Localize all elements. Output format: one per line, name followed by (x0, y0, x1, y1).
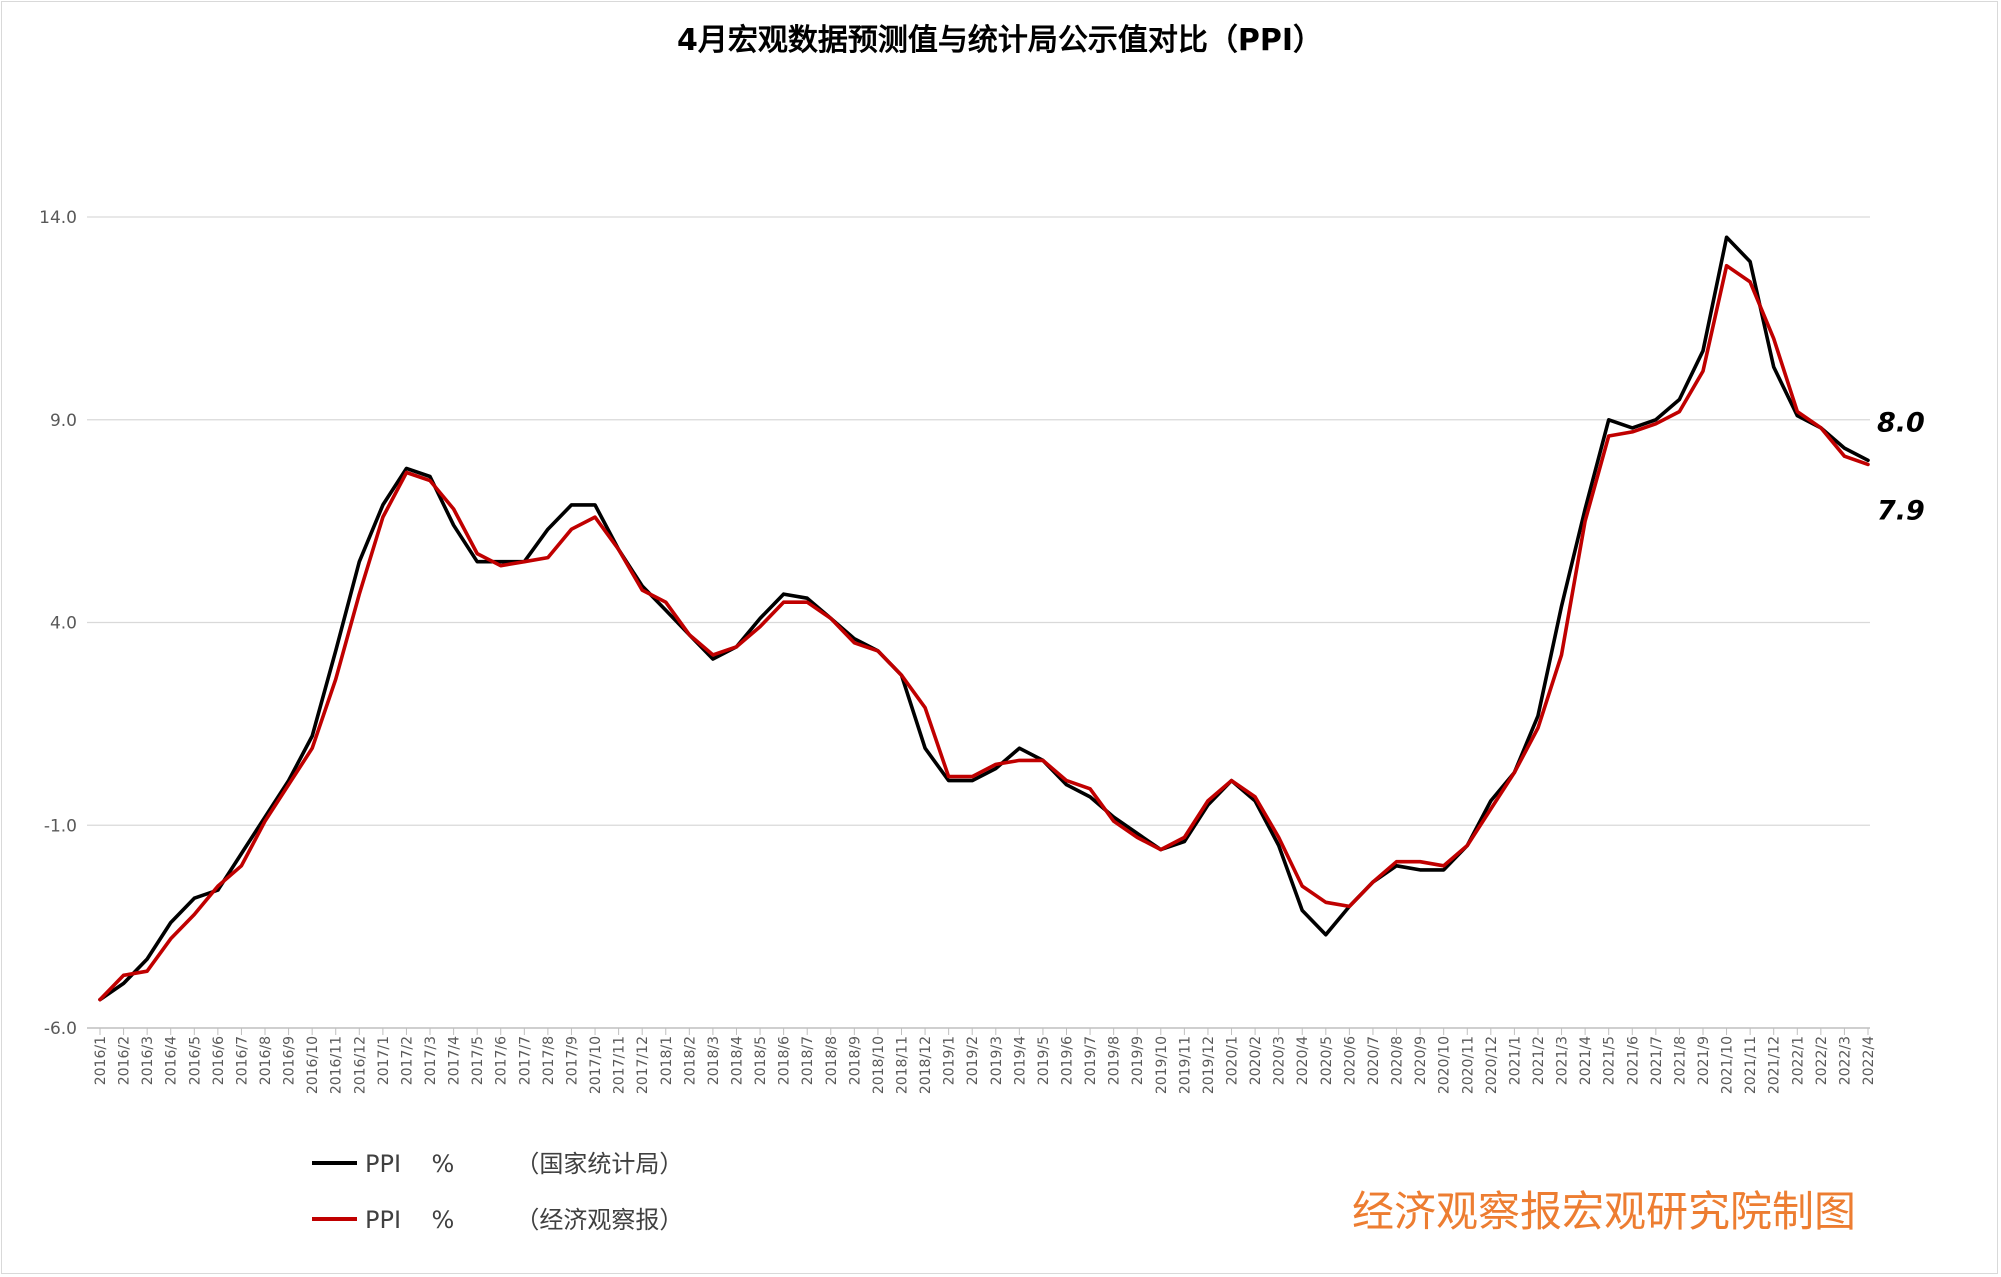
x-tick-label: 2020/4 (1295, 1036, 1311, 1085)
x-tick-label: 2019/6 (1060, 1036, 1076, 1085)
x-tick-label: 2016/1 (93, 1036, 109, 1085)
y-tick-label: -1.0 (44, 816, 77, 836)
end-value-label: 7.9 (1877, 495, 1925, 526)
x-tick-label: 2020/8 (1390, 1036, 1406, 1085)
x-tick-label: 2016/7 (234, 1036, 250, 1085)
x-tick-label: 2017/3 (423, 1036, 439, 1085)
x-tick-label: 2021/10 (1720, 1036, 1736, 1094)
x-tick-label: 2017/9 (564, 1036, 580, 1085)
x-tick-label: 2021/9 (1696, 1036, 1712, 1085)
x-tick-label: 2017/8 (541, 1036, 557, 1085)
x-tick-label: 2019/5 (1036, 1036, 1052, 1085)
annotations: 8.0 7.9 (1877, 407, 1925, 526)
series-line-nbs (98, 235, 1870, 1002)
x-tick-label: 2022/4 (1861, 1036, 1877, 1085)
x-tick-label: 2016/10 (305, 1036, 321, 1094)
x-tick-label: 2020/11 (1460, 1036, 1476, 1094)
x-tick-label: 2018/9 (847, 1036, 863, 1085)
x-tick-label: 2018/5 (753, 1036, 769, 1085)
x-tick-label: 2017/10 (588, 1036, 604, 1094)
x-tick-label: 2017/11 (612, 1036, 628, 1094)
chart-title: 4月宏观数据预测值与统计局公示值对比（PPI） (677, 23, 1323, 58)
x-tick-label: 2020/2 (1248, 1036, 1264, 1085)
x-tick-label: 2016/11 (329, 1036, 345, 1094)
x-tick-label: 2017/6 (494, 1036, 510, 1085)
x-tick-label: 2021/4 (1578, 1036, 1594, 1085)
x-tick-label: 2016/6 (211, 1036, 227, 1085)
x-tick-label: 2019/2 (965, 1036, 981, 1085)
x-tick-label: 2019/10 (1154, 1036, 1170, 1094)
x-tick-label: 2018/10 (871, 1036, 887, 1094)
end-value-label: 8.0 (1877, 407, 1925, 438)
x-tick-label: 2016/9 (282, 1036, 298, 1085)
x-tick-label: 2016/5 (187, 1036, 203, 1085)
x-tick-label: 2020/9 (1413, 1036, 1429, 1085)
x-tick-label: 2019/12 (1201, 1036, 1217, 1094)
x-tick-label: 2016/12 (352, 1036, 368, 1094)
x-tick-label: 2018/4 (729, 1036, 745, 1085)
x-tick-label: 2018/3 (706, 1036, 722, 1085)
x-tick-label: 2019/8 (1107, 1036, 1123, 1085)
gridlines (87, 216, 1870, 826)
x-tick-label: 2019/1 (942, 1036, 958, 1085)
x-tick-label: 2020/10 (1437, 1036, 1453, 1094)
x-tick-label: 2017/2 (399, 1036, 415, 1085)
x-tick-label: 2021/12 (1767, 1036, 1783, 1094)
x-tick-label: 2017/7 (517, 1036, 533, 1085)
x-tick-label: 2018/7 (800, 1036, 816, 1085)
x-tick-label: 2016/3 (140, 1036, 156, 1085)
y-tick-label: 14.0 (39, 208, 77, 228)
x-tick-label: 2019/9 (1130, 1036, 1146, 1085)
x-tick-label: 2021/8 (1672, 1036, 1688, 1085)
x-tick-label: 2021/1 (1507, 1036, 1523, 1085)
x-tick-label: 2020/5 (1319, 1036, 1335, 1085)
x-tick-label: 2019/7 (1083, 1036, 1099, 1085)
x-tick-label: 2020/6 (1342, 1036, 1358, 1085)
x-tick-label: 2018/1 (659, 1036, 675, 1085)
x-tick-label: 2019/3 (989, 1036, 1005, 1085)
x-tick-label: 2020/7 (1366, 1036, 1382, 1085)
legend: PPI % （国家统计局） PPI % （经济观察报） (312, 1150, 683, 1234)
x-tick-label: 2018/12 (918, 1036, 934, 1094)
x-tick-label: 2021/6 (1625, 1036, 1641, 1085)
x-tick-label: 2022/2 (1814, 1036, 1830, 1085)
x-tick-label: 2017/12 (635, 1036, 651, 1094)
y-tick-label: 4.0 (50, 614, 77, 634)
watermark-text: 经济观察报宏观研究院制图 (1352, 1187, 1856, 1236)
x-tick-label: 2022/1 (1790, 1036, 1806, 1085)
series-lines (98, 235, 1870, 1002)
x-tick-label: 2019/11 (1177, 1036, 1193, 1094)
x-tick-label: 2020/3 (1272, 1036, 1288, 1085)
x-tick-label: 2020/12 (1484, 1036, 1500, 1094)
x-tick-label: 2019/4 (1012, 1036, 1028, 1085)
x-tick-label: 2016/4 (164, 1036, 180, 1085)
series-line-eeo (98, 263, 1870, 1002)
y-tick-label: 9.0 (50, 411, 77, 431)
x-tick-label: 2021/11 (1743, 1036, 1759, 1094)
x-tick-label: 2017/5 (470, 1036, 486, 1085)
legend-label: PPI % （国家统计局） (365, 1150, 683, 1178)
x-tick-label: 2021/7 (1649, 1036, 1665, 1085)
x-tick-label: 2021/2 (1531, 1036, 1547, 1085)
x-tick-label: 2018/8 (824, 1036, 840, 1085)
y-axis-ticks: 14.0 9.0 4.0 -1.0 -6.0 (39, 208, 77, 1039)
legend-label: PPI % （经济观察报） (365, 1206, 683, 1234)
x-tick-label: 2016/2 (117, 1036, 133, 1085)
x-tick-label: 2018/2 (682, 1036, 698, 1085)
x-tick-label: 2016/8 (258, 1036, 274, 1085)
x-tick-label: 2022/3 (1837, 1036, 1853, 1085)
x-axis: 2016/1 2016/2 2016/3 2016/4 2016/5 2016/6 2016… (87, 1027, 1877, 1094)
x-tick-label: 2021/5 (1602, 1036, 1618, 1085)
x-tick-label: 2020/1 (1225, 1036, 1241, 1085)
x-tick-label: 2018/11 (894, 1036, 910, 1094)
x-tick-label: 2017/1 (376, 1036, 392, 1085)
y-tick-label: -6.0 (44, 1019, 77, 1039)
x-tick-label: 2018/6 (777, 1036, 793, 1085)
x-tick-label: 2017/4 (447, 1036, 463, 1085)
x-tick-label: 2021/3 (1555, 1036, 1571, 1085)
